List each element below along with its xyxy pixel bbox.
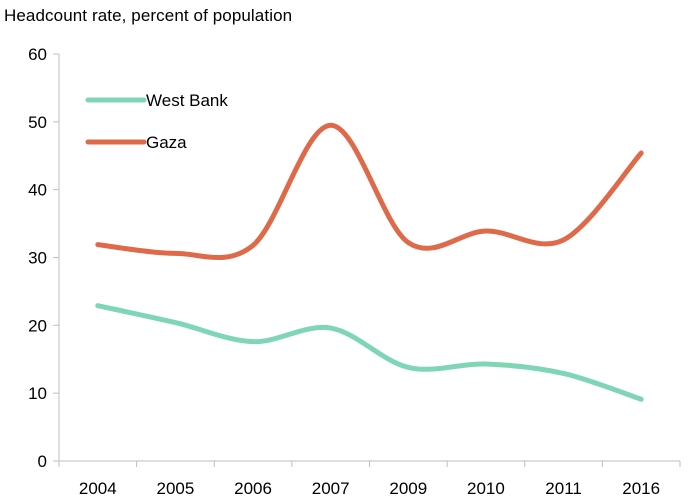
y-tick-label: 30 — [28, 249, 47, 268]
x-tick-label: 2011 — [545, 479, 582, 498]
y-tick-label: 40 — [28, 181, 47, 200]
legend-label-gaza: Gaza — [146, 133, 187, 152]
data-point-gaza — [406, 240, 411, 245]
data-point-west-bank — [483, 361, 488, 366]
x-tick-label: 2004 — [79, 479, 117, 498]
chart-title: Headcount rate, percent of population — [4, 6, 293, 25]
y-tick-label: 10 — [28, 384, 47, 403]
data-point-west-bank — [561, 371, 566, 376]
data-point-gaza — [328, 123, 333, 128]
data-point-gaza — [561, 237, 566, 242]
data-point-gaza — [483, 229, 488, 234]
x-tick-label: 2009 — [389, 479, 427, 498]
data-point-west-bank — [251, 339, 256, 344]
y-tick-label: 50 — [28, 113, 47, 132]
y-tick-label: 20 — [28, 316, 47, 335]
y-tick-label: 60 — [28, 45, 47, 64]
x-tick-label: 2007 — [312, 479, 350, 498]
x-tick-label: 2010 — [467, 479, 505, 498]
y-tick-label: 0 — [38, 452, 47, 471]
x-tick-label: 2016 — [622, 479, 660, 498]
data-point-gaza — [95, 242, 100, 247]
x-tick-label: 2005 — [157, 479, 195, 498]
data-point-west-bank — [95, 303, 100, 308]
series-line-west-bank — [95, 303, 644, 402]
x-tick-label: 2006 — [234, 479, 272, 498]
series-line-gaza — [95, 122, 644, 260]
data-point-west-bank — [639, 397, 644, 402]
data-point-west-bank — [406, 365, 411, 370]
data-point-gaza — [639, 151, 644, 156]
data-point-gaza — [251, 243, 256, 248]
data-point-west-bank — [173, 320, 178, 325]
data-point-west-bank — [328, 326, 333, 331]
legend-label-west-bank: West Bank — [146, 91, 228, 110]
data-point-gaza — [173, 251, 178, 256]
